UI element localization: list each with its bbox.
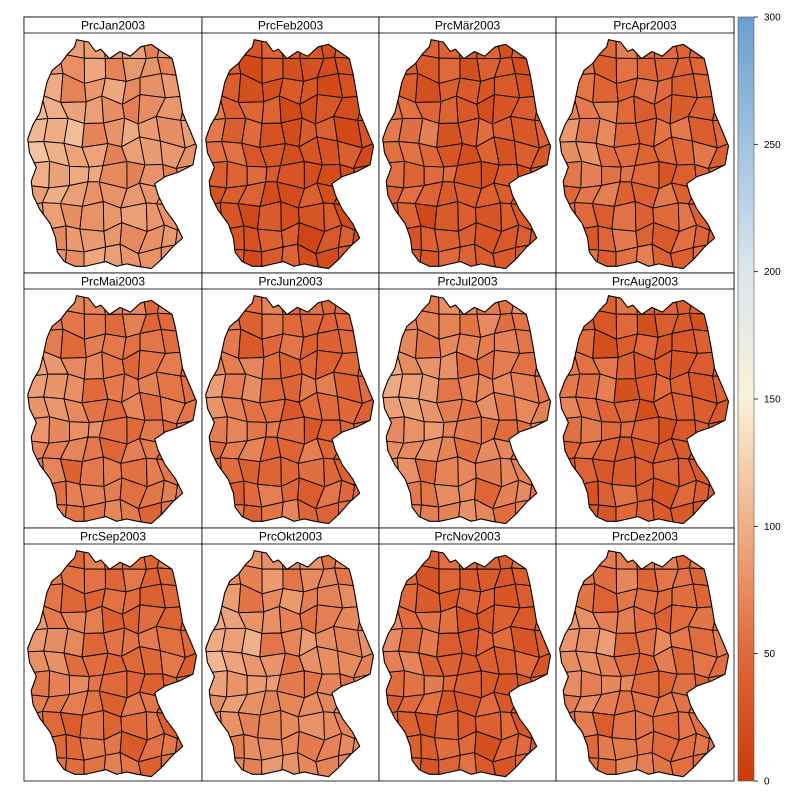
district-region	[595, 373, 617, 404]
country-outline	[205, 39, 375, 270]
legend-ticks: 300 250 200 150 100 50 0	[754, 13, 781, 788]
map-panel: PrcMär2003	[378, 16, 557, 274]
country-outline	[27, 295, 198, 525]
district-region	[63, 373, 85, 404]
legend-color-bar	[737, 16, 755, 782]
district-region	[418, 373, 440, 404]
district-region	[226, 160, 248, 189]
country-outline	[559, 295, 730, 525]
color-legend: 300 250 200 150 100 50 0	[737, 13, 781, 788]
map-panel: PrcApr2003	[555, 16, 735, 274]
district-region	[79, 456, 105, 487]
district-region	[48, 416, 70, 444]
district-region	[580, 160, 602, 189]
panel-title: PrcOkt2003	[259, 530, 323, 544]
country-outline	[205, 295, 375, 525]
district-region	[580, 670, 602, 698]
district-region	[403, 416, 425, 444]
district-region	[257, 456, 282, 487]
district-region	[63, 117, 85, 148]
country-outline	[205, 550, 375, 778]
map-panel: PrcFeb2003	[201, 16, 380, 274]
district-region	[48, 160, 70, 189]
panel-title: PrcMai2003	[81, 275, 145, 289]
panel-title: PrcJun2003	[258, 275, 322, 289]
legend-tick-label: 300	[764, 13, 781, 24]
district-region	[611, 200, 637, 232]
map-panel: PrcMai2003	[23, 272, 203, 529]
district-region	[63, 627, 85, 658]
district-region	[434, 456, 459, 487]
district-region	[257, 200, 282, 232]
panel-title: PrcFeb2003	[258, 19, 324, 33]
map-panel: PrcJan2003	[23, 16, 203, 274]
legend-tick-label: 150	[764, 395, 781, 406]
country-outline	[559, 39, 730, 270]
district-region	[595, 627, 617, 658]
district-region	[580, 416, 602, 444]
map-panel: PrcOkt2003	[201, 527, 380, 782]
district-region	[611, 709, 637, 741]
district-region	[241, 373, 263, 404]
district-region	[48, 670, 70, 698]
country-outline	[559, 550, 730, 778]
country-outline	[382, 550, 552, 778]
district-region	[418, 627, 440, 658]
district-region	[257, 709, 282, 741]
panel-strip	[555, 272, 735, 290]
panel-title: PrcDez2003	[612, 530, 678, 544]
district-region	[403, 670, 425, 698]
panel-title: PrcAug2003	[612, 275, 678, 289]
panel-title: PrcApr2003	[613, 19, 677, 33]
district-region	[434, 709, 459, 741]
district-region	[418, 117, 440, 148]
panel-title: PrcNov2003	[434, 530, 500, 544]
map-panel: PrcNov2003	[378, 527, 557, 782]
country-outline	[27, 39, 198, 270]
country-outline	[27, 550, 198, 778]
country-outline	[382, 39, 552, 270]
legend-tick-label: 250	[764, 140, 781, 151]
panel-strip	[555, 527, 735, 545]
panel-title: PrcMär2003	[435, 19, 501, 33]
map-panel: PrcJul2003	[378, 272, 557, 529]
district-region	[241, 627, 263, 658]
district-region	[611, 456, 637, 487]
map-panel: PrcDez2003	[555, 527, 735, 782]
map-panel-grid: PrcJan2003 PrcFeb2003 PrcMär2003 PrcApr2003…	[23, 16, 735, 782]
map-panel: PrcSep2003	[23, 527, 203, 782]
country-outline	[382, 295, 552, 525]
district-region	[403, 160, 425, 189]
legend-tick-label: 100	[764, 522, 781, 533]
district-region	[434, 200, 459, 232]
district-region	[241, 117, 263, 148]
legend-tick-label: 200	[764, 267, 781, 278]
panel-title: PrcSep2003	[80, 530, 146, 544]
district-region	[79, 709, 105, 741]
legend-tick-label: 50	[764, 649, 776, 660]
district-region	[226, 670, 248, 698]
district-region	[226, 416, 248, 444]
district-region	[79, 200, 105, 232]
map-panel: PrcJun2003	[201, 272, 380, 529]
panel-strip	[555, 16, 735, 34]
map-panel: PrcAug2003	[555, 272, 735, 529]
legend-tick-label: 0	[764, 777, 770, 788]
district-region	[595, 117, 617, 148]
panel-title: PrcJan2003	[81, 19, 145, 33]
panel-title: PrcJul2003	[437, 275, 497, 289]
